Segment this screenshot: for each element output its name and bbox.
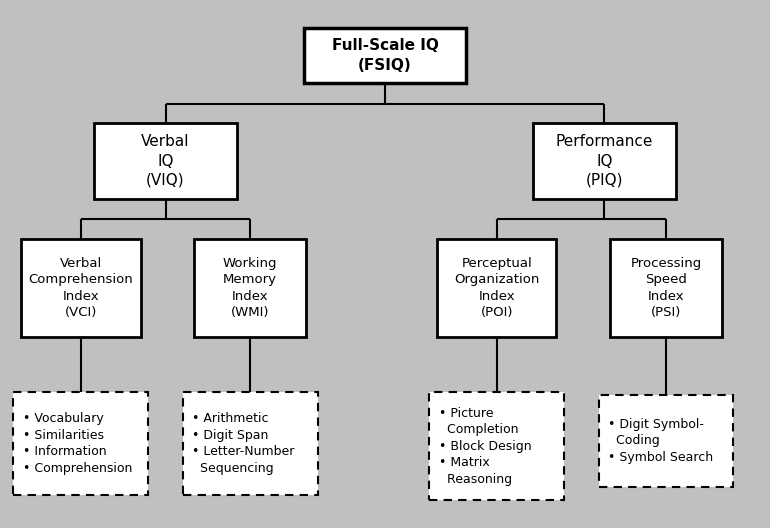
FancyBboxPatch shape — [21, 239, 140, 337]
Text: • Digit Symbol-
  Coding
• Symbol Search: • Digit Symbol- Coding • Symbol Search — [608, 418, 713, 464]
Text: Perceptual
Organization
Index
(POI): Perceptual Organization Index (POI) — [454, 257, 539, 319]
FancyBboxPatch shape — [194, 239, 306, 337]
Text: Verbal
Comprehension
Index
(VCI): Verbal Comprehension Index (VCI) — [28, 257, 133, 319]
Text: • Picture
  Completion
• Block Design
• Matrix
  Reasoning: • Picture Completion • Block Design • Ma… — [439, 407, 531, 486]
FancyBboxPatch shape — [183, 392, 317, 495]
Text: Working
Memory
Index
(WMI): Working Memory Index (WMI) — [223, 257, 277, 319]
FancyBboxPatch shape — [94, 123, 237, 200]
FancyBboxPatch shape — [304, 27, 466, 83]
Text: • Vocabulary
• Similarities
• Information
• Comprehension: • Vocabulary • Similarities • Informatio… — [23, 412, 132, 475]
FancyBboxPatch shape — [599, 395, 733, 487]
Text: Full-Scale IQ
(FSIQ): Full-Scale IQ (FSIQ) — [332, 39, 438, 72]
Text: • Arithmetic
• Digit Span
• Letter-Number
  Sequencing: • Arithmetic • Digit Span • Letter-Numbe… — [192, 412, 294, 475]
FancyBboxPatch shape — [430, 392, 564, 501]
FancyBboxPatch shape — [437, 239, 556, 337]
Text: Performance
IQ
(PIQ): Performance IQ (PIQ) — [556, 134, 653, 188]
FancyBboxPatch shape — [610, 239, 722, 337]
Text: Verbal
IQ
(VIQ): Verbal IQ (VIQ) — [142, 134, 189, 188]
FancyBboxPatch shape — [14, 392, 148, 495]
FancyBboxPatch shape — [533, 123, 676, 200]
Text: Processing
Speed
Index
(PSI): Processing Speed Index (PSI) — [631, 257, 701, 319]
